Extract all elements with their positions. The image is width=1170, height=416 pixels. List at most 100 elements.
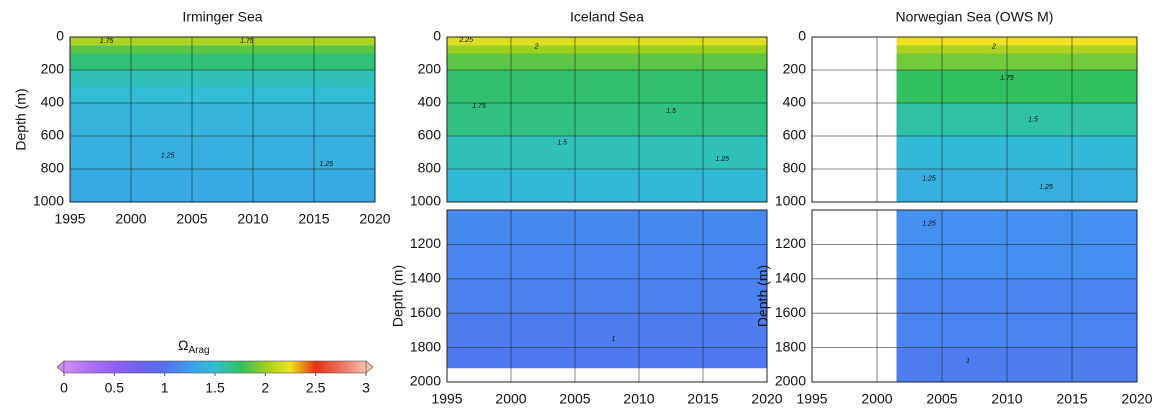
depth-band [447, 210, 767, 245]
y-tick-label: 1400 [410, 270, 441, 286]
colorbar-label: ΩArag [178, 337, 210, 356]
depth-band [70, 136, 375, 169]
colorbar-tick-label: 1 [161, 380, 169, 396]
contour-label: 1.75 [240, 38, 254, 45]
y-tick-label: 0 [798, 28, 806, 44]
y-tick-label: 1600 [410, 304, 441, 320]
contour-label: 1.25 [922, 176, 936, 183]
y-tick-label: 1800 [775, 338, 806, 354]
colorbar-tick-label: 0 [60, 380, 68, 396]
x-tick-label: 1995 [54, 211, 85, 227]
contour-label: 1.5 [557, 139, 567, 146]
depth-band [447, 103, 767, 136]
depth-band [447, 136, 767, 169]
y-tick-label: 1000 [33, 193, 64, 209]
y-tick-label: 600 [418, 127, 442, 143]
y-axis-label: Depth (m) [13, 88, 29, 150]
x-tick-label: 2000 [861, 391, 892, 407]
depth-band [447, 347, 767, 369]
y-tick-label: 1800 [410, 338, 441, 354]
x-tick-label: 2020 [751, 391, 782, 407]
depth-band [70, 169, 375, 202]
x-tick-label: 2005 [926, 391, 957, 407]
depth-band [896, 169, 1137, 202]
panel-title: Norwegian Sea (OWS M) [896, 9, 1054, 25]
depth-band [896, 347, 1137, 382]
y-axis-label: Depth (m) [390, 265, 406, 327]
colorbar-label-subscript: Arag [188, 345, 209, 356]
x-tick-label: 2000 [115, 211, 146, 227]
depth-band [896, 103, 1137, 136]
colorbar-tick-label: 2 [261, 380, 269, 396]
y-tick-label: 800 [783, 160, 807, 176]
depth-band [447, 313, 767, 348]
contour-label: 1 [611, 336, 615, 343]
panel-title: Irminger Sea [182, 9, 262, 25]
contour-label: 1.25 [715, 156, 729, 163]
y-tick-label: 0 [433, 28, 441, 44]
plot-frame [811, 209, 1138, 383]
y-tick-label: 1200 [775, 235, 806, 251]
y-tick-label: 200 [41, 61, 65, 77]
y-tick-label: 800 [41, 160, 65, 176]
depth-band [896, 136, 1137, 169]
contour-label: 2 [534, 44, 539, 51]
y-tick-label: 1200 [410, 235, 441, 251]
x-tick-label: 2015 [687, 391, 718, 407]
depth-band [447, 244, 767, 279]
y-tick-label: 200 [783, 61, 807, 77]
contour-label: 2.25 [458, 37, 473, 44]
y-tick-label: 400 [783, 94, 807, 110]
contour-label: 1.5 [1028, 116, 1038, 123]
contour-label: 1 [966, 358, 970, 365]
contour-label: 1.25 [922, 221, 936, 228]
colorbar-tick-label: 0.5 [105, 380, 125, 396]
panel-title: Iceland Sea [570, 9, 644, 25]
depth-band [447, 169, 767, 202]
plot-frame [446, 209, 768, 383]
x-tick-label: 2010 [237, 211, 268, 227]
contour-label: 1.75 [472, 103, 486, 110]
y-axis-label: Depth (m) [755, 265, 771, 327]
y-tick-label: 1000 [410, 193, 441, 209]
plot-frame [811, 36, 1138, 203]
y-tick-label: 400 [418, 94, 442, 110]
colorbar [63, 360, 367, 374]
y-tick-label: 600 [783, 127, 807, 143]
y-tick-label: 200 [418, 61, 442, 77]
colorbar-tick-label: 3 [362, 380, 370, 396]
x-tick-label: 1995 [431, 391, 462, 407]
depth-band [447, 278, 767, 314]
depth-band [70, 70, 375, 87]
depth-band [896, 70, 1137, 103]
colorbar-tick-label: 1.5 [205, 380, 225, 396]
x-tick-label: 2010 [623, 391, 654, 407]
colorbar-extend-low [56, 360, 65, 374]
depth-band [70, 45, 375, 54]
y-tick-label: 1400 [775, 270, 806, 286]
colorbar-label-symbol: Ω [178, 337, 188, 353]
x-tick-label: 2020 [359, 211, 390, 227]
depth-band [447, 53, 767, 70]
contour-label: 1.25 [1039, 184, 1053, 191]
contour-label: 1.75 [1000, 75, 1014, 82]
depth-band [70, 37, 375, 46]
depth-band [70, 86, 375, 103]
colorbar-extend-high [365, 360, 374, 374]
contour-label: 1.5 [666, 108, 676, 115]
depth-band [447, 45, 767, 54]
y-tick-label: 400 [41, 94, 65, 110]
contour-label: 1.25 [319, 161, 333, 168]
depth-band [70, 103, 375, 136]
y-tick-label: 2000 [775, 373, 806, 389]
y-tick-label: 2000 [410, 373, 441, 389]
depth-band [896, 45, 1137, 54]
plot-frame [446, 36, 768, 203]
contour-label: 1.75 [100, 38, 114, 45]
y-tick-label: 600 [41, 127, 65, 143]
x-tick-label: 2010 [991, 391, 1022, 407]
depth-band [70, 53, 375, 70]
contour-label: 1.25 [161, 153, 175, 160]
y-tick-label: 0 [56, 28, 64, 44]
